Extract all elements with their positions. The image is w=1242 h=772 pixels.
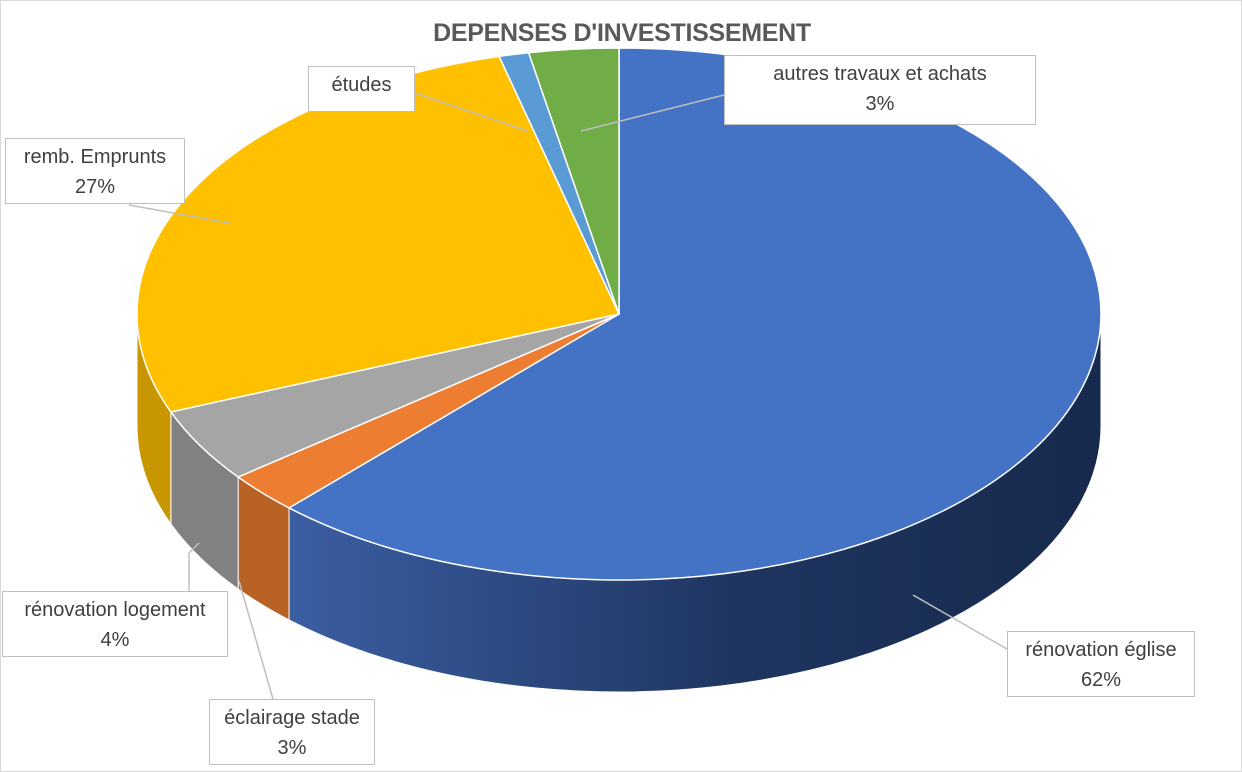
callout-label: rénovation logement [24,599,206,621]
pie-slice-autres-travaux-et-achats [527,47,620,315]
leader-line-remb-emprunts [128,204,230,224]
callout-percent: 4% [100,629,130,651]
leader-line-eclairage-stade [238,580,274,700]
callout-label: éclairage stade [224,707,360,729]
callout-renovation-logement: rénovation logement 4% [2,591,228,657]
callout-autres-travaux: autres travaux et achats 3% [724,55,1036,125]
callout-label: rénovation église [1025,639,1177,661]
leader-line-autres-travaux-et-achats [580,94,725,132]
callout-percent: 3% [865,93,895,115]
leader-line-etudes [414,92,528,132]
callout-remb-emprunts: remb. Emprunts 27% [5,138,185,204]
callout-label: remb. Emprunts [23,146,167,168]
chart-title: DEPENSES D'INVESTISSEMENT [433,19,811,47]
callout-percent: 62% [1080,669,1122,691]
leader-line-renovation-eglise [912,594,1008,650]
callout-label: études [331,74,392,96]
callout-percent: 3% [277,737,307,759]
callout-renovation-eglise: rénovation église 62% [1007,631,1195,697]
callout-percent: 27% [74,176,116,198]
callout-etudes: études [308,66,415,112]
callout-label: autres travaux et achats [773,63,987,85]
callout-eclairage-stade: éclairage stade 3% [209,699,375,765]
